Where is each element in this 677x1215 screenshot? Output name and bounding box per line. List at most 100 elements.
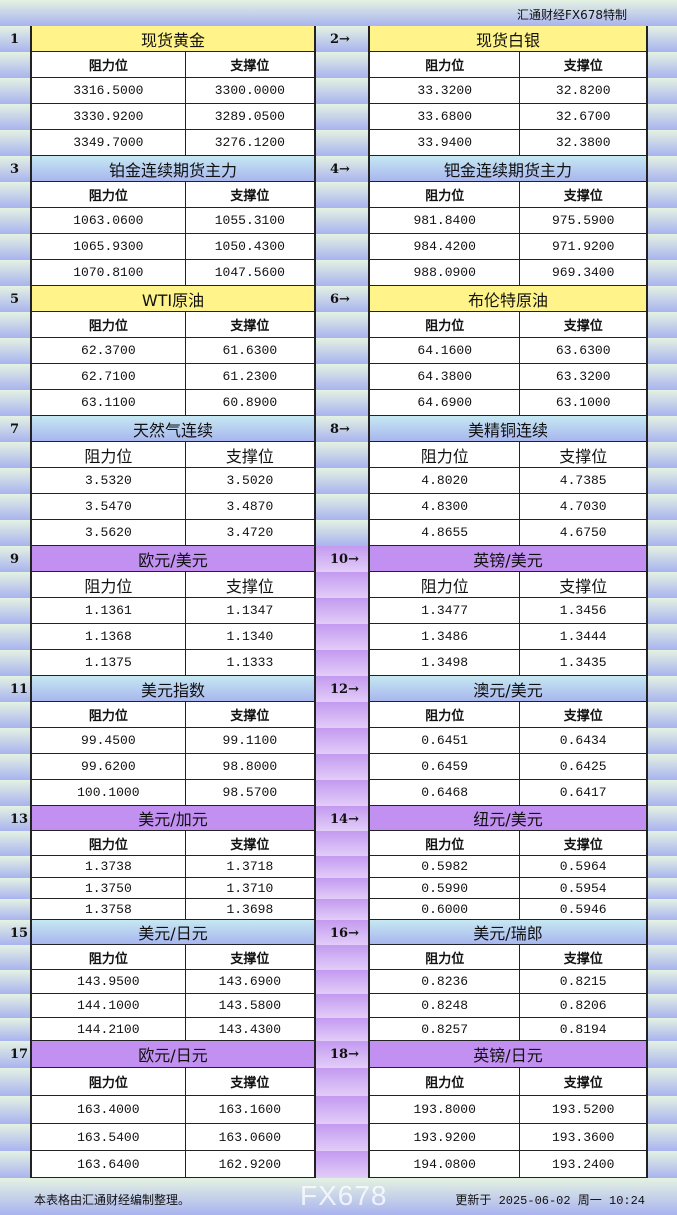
side-stripe [316,442,368,468]
resistance-header: 阻力位 [370,702,521,727]
side-stripe [648,182,677,208]
side-stripe [648,52,677,78]
side-stripe [0,1096,30,1124]
side-stripe [648,312,677,338]
side-stripe [648,104,677,130]
side-stripe [0,728,30,754]
side-stripe [0,130,30,156]
side-stripe [0,806,30,831]
side-stripe [316,945,368,970]
support-value: 0.6434 [559,733,607,748]
resistance-value: 99.4500 [32,728,186,753]
support-header: 支撑位 [225,576,274,596]
side-stripe [0,52,30,78]
table-title: 钯金连续期货主力 [370,156,646,182]
block-number: 16→ [330,926,359,941]
support-value: 32.3800 [555,135,611,150]
column-header-row: 阻力位 支撑位 [32,442,314,468]
side-stripe [0,878,30,899]
side-stripe [648,572,677,598]
side-stripe [648,156,677,182]
block-number: 6→ [330,292,350,307]
table-row: 0.6000 0.5946 [370,899,646,920]
side-stripe [316,1068,368,1096]
resistance-header: 阻力位 [370,312,521,337]
side-stripe [316,182,368,208]
table-title: 布伦特原油 [370,286,646,312]
block-number: 11 [10,682,29,697]
support-value: 0.8194 [559,1021,607,1037]
resistance-value: 3349.7000 [32,130,186,155]
column-header-row: 阻力位 支撑位 [32,312,314,338]
resistance-value: 0.5990 [370,878,521,898]
resistance-value: 1063.0600 [32,208,186,233]
resistance-value: 100.1000 [32,780,186,805]
table-row: 143.9500 143.6900 [32,970,314,994]
side-stripe [648,970,677,994]
side-stripe [316,468,368,494]
support-header: 支撑位 [559,446,608,466]
column-header-row: 阻力位 支撑位 [370,442,646,468]
resistance-value: 62.3700 [32,338,186,363]
resistance-value: 1.1375 [32,650,186,675]
support-value: 163.1600 [218,1102,282,1117]
resistance-value: 63.1100 [32,390,186,415]
support-value: 63.6300 [555,343,611,358]
side-stripe [648,780,677,806]
support-header: 支撑位 [563,319,603,334]
resistance-header: 阻力位 [32,572,186,597]
resistance-value: 64.1600 [370,338,521,363]
resistance-value: 1.3758 [32,899,186,919]
side-stripe [0,1124,30,1151]
resistance-value: 64.6900 [370,390,521,415]
support-value: 1050.4300 [214,239,285,254]
side-stripe [316,520,368,546]
side-stripe [648,208,677,234]
side-stripe [0,624,30,650]
quote-table: 纽元/美元 阻力位 支撑位 0.5982 0.5964 0.5990 0.5954 0.600… [368,806,648,920]
support-value: 143.5800 [218,998,282,1013]
support-value: 4.7385 [559,473,607,488]
side-stripe [316,78,368,104]
resistance-value: 143.9500 [32,970,186,993]
side-stripe [316,598,368,624]
resistance-value: 0.5982 [370,856,521,877]
side-stripe [648,856,677,878]
column-header-row: 阻力位 支撑位 [370,702,646,728]
support-value: 1.3435 [559,655,607,670]
resistance-value: 163.5400 [32,1124,186,1150]
table-row: 1063.0600 1055.3100 [32,208,314,234]
side-stripe [0,676,30,702]
resistance-value: 1.3477 [370,598,521,623]
table-title: 欧元/日元 [32,1041,314,1068]
side-stripe [0,945,30,970]
side-stripe [0,831,30,856]
quote-table: 铂金连续期货主力 阻力位 支撑位 1063.0600 1055.3100 1065.930… [30,156,316,286]
support-header: 支撑位 [559,576,608,596]
support-value: 1.3444 [559,629,607,644]
table-title: 现货黄金 [32,26,314,52]
side-stripe [648,260,677,286]
resistance-value: 99.6200 [32,754,186,779]
side-stripe [0,1018,30,1041]
quote-table: 欧元/美元 阻力位 支撑位 1.1361 1.1347 1.1368 1.1340 1.137… [30,546,316,676]
resistance-value: 0.6000 [370,899,521,919]
table-title: 美元/加元 [32,806,314,831]
side-stripe [316,920,368,945]
side-stripe [316,780,368,806]
resistance-value: 0.8236 [370,970,521,993]
table-title: 天然气连续 [32,416,314,442]
resistance-value: 3.5320 [32,468,186,493]
side-stripe [0,754,30,780]
side-stripe [316,624,368,650]
support-value: 3.5020 [226,473,274,488]
side-stripe [648,624,677,650]
side-stripe [0,970,30,994]
support-value: 1.3698 [226,901,274,917]
side-stripe [0,26,30,52]
support-header: 支撑位 [230,319,270,334]
side-stripe [316,676,368,702]
side-stripe [648,754,677,780]
resistance-value: 0.6459 [370,754,521,779]
side-stripe [0,702,30,728]
